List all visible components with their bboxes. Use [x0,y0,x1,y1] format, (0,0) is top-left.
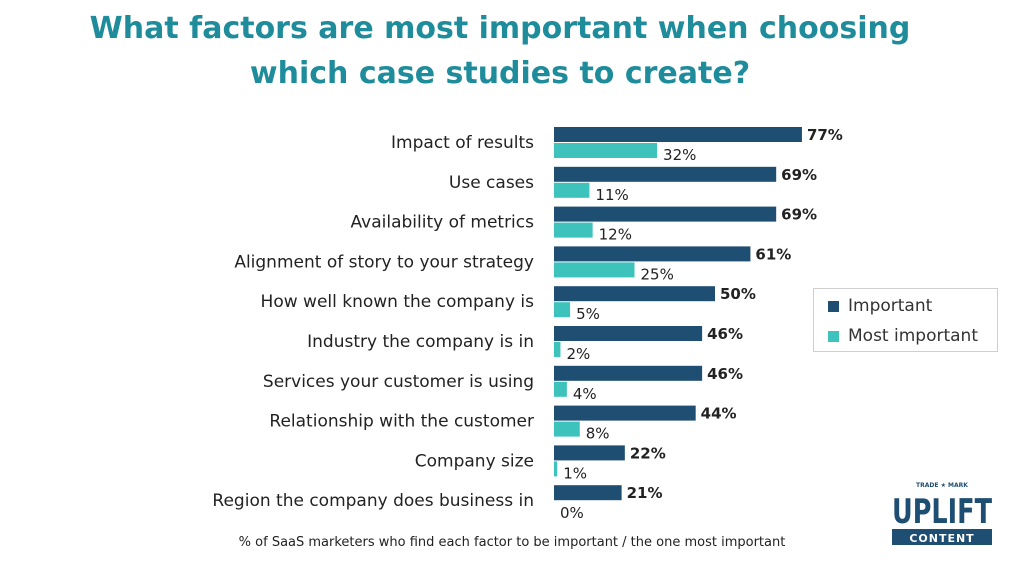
data-label-most-important: 8% [586,425,610,443]
bar-important [554,326,703,341]
category-label: Impact of results [391,133,534,153]
bar-important [554,246,751,262]
data-label-most-important: 12% [599,226,632,244]
bar-most-important [554,182,590,198]
bar-most-important [554,381,567,397]
bar-most-important [554,342,561,357]
bar-important [554,127,802,142]
bar-important [554,405,696,421]
bar-most-important [554,262,635,278]
category-label: Relationship with the customer [269,412,534,432]
svg-text:UPLIFT: UPLIFT [892,492,993,532]
chart-caption: % of SaaS marketers who find each factor… [238,535,786,550]
bar-important [554,485,622,501]
category-label: Region the company does business in [212,491,534,511]
bar-most-important [554,143,658,158]
bar-most-important [554,461,558,477]
bar-important [554,445,625,461]
category-label: How well known the company is [261,292,535,312]
svg-text:TRADE ★ MARK: TRADE ★ MARK [916,482,968,489]
data-label-important: 22% [630,444,666,462]
bar-most-important [554,421,580,437]
data-label-important: 77% [807,126,843,144]
data-label-most-important: 4% [573,385,597,403]
data-label-most-important: 5% [576,305,600,323]
data-label-important: 44% [701,405,737,423]
chart-title-line-1: What factors are most important when cho… [89,11,911,46]
data-label-most-important: 25% [641,265,674,283]
bar-most-important [554,302,571,318]
data-label-most-important: 11% [595,186,628,204]
data-label-most-important: 32% [663,146,696,164]
category-label: Services your customer is using [263,372,534,392]
chart-title: What factors are most important when cho… [0,6,1000,96]
bar-important [554,166,777,182]
data-label-important: 21% [627,484,663,502]
legend-item-most-important: Most important [828,325,978,347]
legend-swatch-most-important [828,330,839,342]
uplift-content-logo: TRADE ★ MARK UPLIFT CONTENT [892,482,993,545]
legend-item-important: Important [828,295,932,317]
data-label-important: 46% [707,365,743,383]
bar-important [554,365,703,381]
data-label-important: 69% [781,206,817,224]
svg-text:CONTENT: CONTENT [909,532,974,545]
data-label-important: 61% [755,245,791,263]
bar-important [554,286,715,302]
legend-swatch-important [828,300,839,312]
data-label-most-important: 0% [560,504,584,522]
category-label: Industry the company is in [307,332,534,352]
category-label: Company size [415,451,534,471]
bar-important [554,206,777,222]
data-label-important: 50% [720,285,756,303]
bar-most-important [554,222,593,238]
category-label: Alignment of story to your strategy [234,252,534,272]
legend-label-important: Important [848,296,933,316]
data-label-most-important: 2% [566,345,590,363]
chart-title-line-2: which case studies to create? [249,56,751,91]
category-label: Use cases [449,173,534,193]
legend: Important Most important [813,288,998,352]
data-label-important: 69% [781,166,817,184]
legend-label-most-important: Most important [848,326,978,346]
category-label: Availability of metrics [351,213,535,233]
data-label-most-important: 1% [563,464,587,482]
data-label-important: 46% [707,325,743,343]
